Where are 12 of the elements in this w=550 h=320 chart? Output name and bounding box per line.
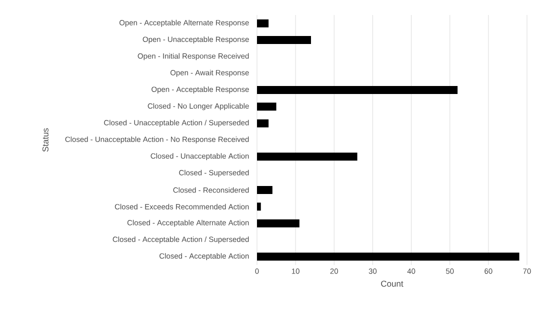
- bar: [256, 119, 269, 128]
- y-axis-title: Status: [42, 128, 48, 152]
- bar: [256, 102, 276, 111]
- bar: [256, 86, 458, 94]
- bar: [256, 19, 269, 28]
- bar: [256, 186, 272, 194]
- bar: [256, 219, 300, 228]
- bar: [256, 252, 520, 261]
- bar: [256, 202, 261, 211]
- bar: [256, 152, 358, 161]
- x-axis-title: Count: [381, 280, 404, 287]
- bar: [256, 36, 311, 44]
